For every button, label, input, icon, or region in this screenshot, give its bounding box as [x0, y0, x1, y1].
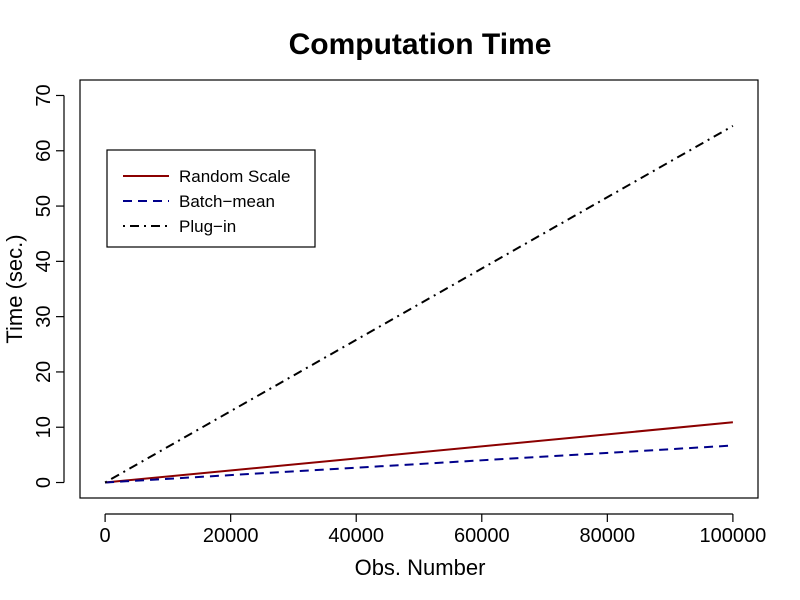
x-tick-label: 40000 — [328, 525, 384, 547]
y-tick-label: 70 — [33, 84, 55, 106]
y-tick-label: 20 — [33, 361, 55, 383]
y-tick-label: 10 — [33, 416, 55, 438]
legend-label: Plug−in — [179, 217, 236, 236]
series-line-2 — [104, 125, 734, 484]
y-axis-label: Time (sec.) — [2, 234, 27, 343]
y-tick-label: 50 — [33, 195, 55, 217]
y-tick-label: 30 — [33, 306, 55, 328]
x-tick-label: 100000 — [700, 525, 767, 547]
series-line-0 — [105, 421, 733, 484]
x-axis-label: Obs. Number — [355, 555, 486, 580]
legend-box — [106, 149, 316, 248]
y-tick-label: 60 — [33, 140, 55, 162]
x-tick-label: 0 — [100, 525, 111, 547]
y-tick-label: 40 — [33, 250, 55, 272]
x-tick-label: 60000 — [454, 525, 510, 547]
y-tick-label: 0 — [33, 477, 55, 488]
series-layer — [104, 125, 734, 484]
plot-area-frame — [79, 79, 759, 499]
legend-label: Random Scale — [179, 167, 291, 186]
legend: Random Scale Batch−mean Plug−in — [106, 149, 316, 248]
x-tick-label: 20000 — [203, 525, 259, 547]
chart-title: Computation Time — [289, 28, 552, 61]
x-tick-label: 80000 — [580, 525, 636, 547]
axes: 0 20000 40000 60000 80000 100000 0 10 20 30 40 50 60… — [33, 84, 766, 547]
legend-label: Batch−mean — [179, 192, 275, 211]
series-line-1 — [105, 444, 733, 484]
